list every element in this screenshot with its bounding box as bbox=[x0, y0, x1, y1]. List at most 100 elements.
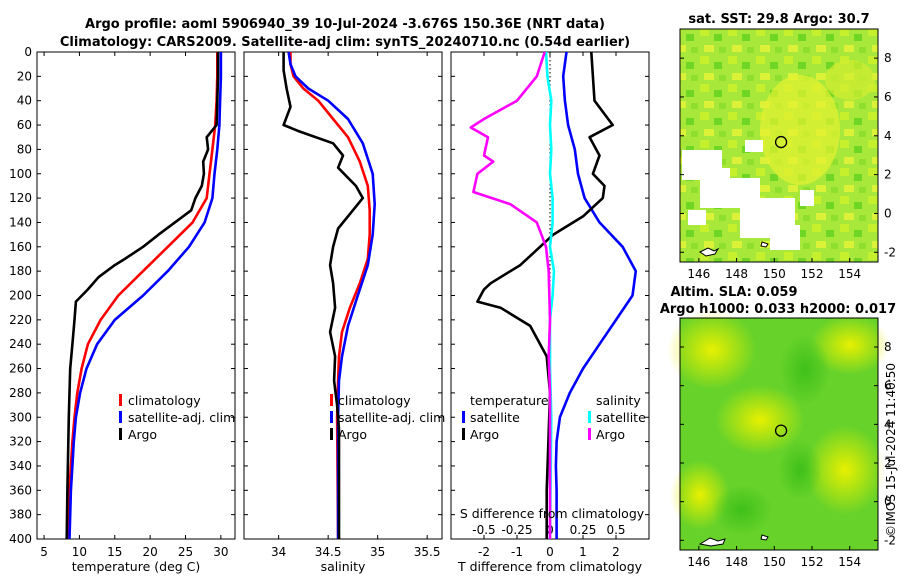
series-line-t-argo bbox=[476, 51, 615, 539]
sla-high-patch bbox=[810, 315, 890, 375]
lon-tick-label: 148 bbox=[725, 555, 748, 569]
depth-tick-label: 160 bbox=[9, 240, 32, 254]
legend-swatch-s-satellite bbox=[588, 411, 591, 423]
series-line-satellite-adj-clim bbox=[287, 51, 377, 539]
temperature-panel: 0 20 40 60 80 100 120 140 160 180 200 220 240 260 280 3… bbox=[9, 45, 236, 574]
lon-tick-label: 146 bbox=[687, 555, 710, 569]
coastline bbox=[699, 247, 720, 257]
lat-tick-label: -2 bbox=[884, 533, 896, 547]
s-tick-label: 0.25 bbox=[570, 523, 597, 537]
legend-swatch-climatology bbox=[119, 394, 122, 406]
figure-title-line1: Argo profile: aoml 5906940_39 10-Jul-202… bbox=[85, 17, 605, 32]
sla-map-title-line1: Altim. SLA: 0.059 bbox=[671, 285, 798, 300]
legend-title-temperature: temperature bbox=[470, 393, 549, 408]
salinity-profiles bbox=[282, 51, 377, 540]
depth-tick-label: 60 bbox=[17, 118, 32, 132]
lat-tick-label: 6 bbox=[884, 90, 892, 104]
imos-timestamp: ©IMOS 15-Jul-2024 11:40:50 bbox=[884, 363, 898, 537]
coastline bbox=[698, 537, 726, 547]
sla-high-patch bbox=[805, 425, 885, 515]
sla-map-axes: 146 148 150 152 154 -2 0 2 4 6 8 bbox=[680, 340, 896, 569]
difference-legend: temperature satellite Argo salinity sate… bbox=[462, 393, 646, 442]
depth-tick-label: 320 bbox=[9, 435, 32, 449]
sst-axes-frame bbox=[679, 28, 879, 263]
legend-label-argo: Argo bbox=[338, 427, 367, 442]
lat-tick-label: 4 bbox=[884, 129, 892, 143]
x-tick-label: 30 bbox=[213, 545, 228, 559]
depth-tick-label: 280 bbox=[9, 386, 32, 400]
x-tick-label: 25 bbox=[178, 545, 193, 559]
legend-swatch-argo bbox=[119, 428, 122, 440]
depth-tick-label: 140 bbox=[9, 215, 32, 229]
depth-tick-label: 0 bbox=[24, 45, 32, 59]
lat-tick-label: -2 bbox=[884, 245, 896, 259]
sst-map-title: sat. SST: 29.8 Argo: 30.7 bbox=[688, 12, 869, 27]
sst-missing-data bbox=[715, 168, 730, 180]
depth-tick-label: 240 bbox=[9, 337, 32, 351]
lat-tick-label: 0 bbox=[884, 495, 892, 509]
sst-missing-data bbox=[770, 225, 800, 250]
figure-title-line2: Climatology: CARS2009. Satellite-adj cli… bbox=[60, 35, 630, 50]
coastline bbox=[760, 241, 769, 248]
lat-tick-label: 2 bbox=[884, 456, 892, 470]
x-tick-label: 35.5 bbox=[414, 545, 441, 559]
depth-tick-label: 180 bbox=[9, 264, 32, 278]
x-tick-label: 0 bbox=[546, 545, 554, 559]
legend-swatch-argo bbox=[330, 428, 333, 440]
lon-tick-label: 152 bbox=[801, 555, 824, 569]
legend-label-argo: Argo bbox=[128, 427, 157, 442]
lat-tick-label: 4 bbox=[884, 417, 892, 431]
lon-tick-label: 148 bbox=[725, 267, 748, 281]
x-tick-label: 34 bbox=[271, 545, 286, 559]
sla-heatmap bbox=[667, 310, 890, 550]
argo-location-marker bbox=[774, 135, 788, 149]
series-line-argo bbox=[65, 52, 220, 540]
temperature-x-label: temperature (deg C) bbox=[72, 559, 201, 574]
x-tick-label: 5 bbox=[40, 545, 48, 559]
lat-tick-label: 8 bbox=[884, 340, 892, 354]
depth-axis: 0 20 40 60 80 100 120 140 160 180 200 220 240 260 280 3… bbox=[9, 45, 235, 546]
sla-low-patch bbox=[778, 440, 822, 500]
legend-label-t-satellite: satellite bbox=[470, 410, 520, 425]
sst-missing-data bbox=[800, 190, 814, 206]
depth-tick-label: 20 bbox=[17, 69, 32, 83]
lat-tick-label: 8 bbox=[884, 51, 892, 65]
legend-label-climatology: climatology bbox=[338, 393, 411, 408]
sst-warm-patch bbox=[825, 60, 875, 100]
sst-heatmap bbox=[680, 29, 878, 262]
legend-swatch-t-satellite bbox=[462, 411, 465, 423]
salinity-x-axis: 34 34.5 35 35.5 bbox=[244, 51, 442, 559]
legend-label-satellite: satellite-adj. clim bbox=[338, 410, 445, 425]
s-difference-x-label: S difference from climatology bbox=[460, 506, 645, 521]
depth-tick-label: 220 bbox=[9, 313, 32, 327]
argo-location-marker bbox=[774, 424, 788, 437]
sla-high-patch bbox=[715, 385, 805, 455]
legend-swatch-satellite bbox=[330, 411, 333, 423]
salinity-axes-frame bbox=[243, 51, 443, 540]
lon-tick-label: 154 bbox=[838, 267, 861, 281]
sst-map-panel: sat. SST: 29.8 Argo: 30.7 146 148 150 152 15… bbox=[679, 12, 896, 281]
temperature-legend: climatology satellite-adj. clim Argo bbox=[119, 393, 235, 442]
x-tick-label: -1 bbox=[511, 545, 523, 559]
sla-axes-frame bbox=[679, 317, 879, 551]
s-tick-label: 0.5 bbox=[606, 523, 625, 537]
x-tick-label: 15 bbox=[107, 545, 122, 559]
temperature-profiles bbox=[65, 52, 223, 540]
s-tick-label: -0.25 bbox=[501, 523, 532, 537]
x-tick-label: 10 bbox=[72, 545, 87, 559]
lon-tick-label: 150 bbox=[763, 555, 786, 569]
series-line-argo bbox=[282, 52, 365, 539]
salinity-panel: 34 34.5 35 35.5 salinity climatology satell… bbox=[243, 51, 445, 574]
t-difference-x-axis: -2 -1 0 1 2 bbox=[451, 51, 649, 559]
depth-tick-label: 120 bbox=[9, 191, 32, 205]
s-tick-label: -0.5 bbox=[472, 523, 495, 537]
legend-swatch-climatology bbox=[330, 394, 333, 406]
sla-map-panel: Altim. SLA: 0.059 Argo h1000: 0.033 h200… bbox=[660, 285, 896, 569]
legend-label-s-satellite: satellite bbox=[596, 410, 646, 425]
x-tick-label: 2 bbox=[612, 545, 620, 559]
sst-missing-data bbox=[745, 140, 763, 152]
legend-swatch-t-argo bbox=[462, 428, 465, 440]
series-line-climatology bbox=[66, 52, 219, 540]
legend-label-t-argo: Argo bbox=[470, 427, 499, 442]
